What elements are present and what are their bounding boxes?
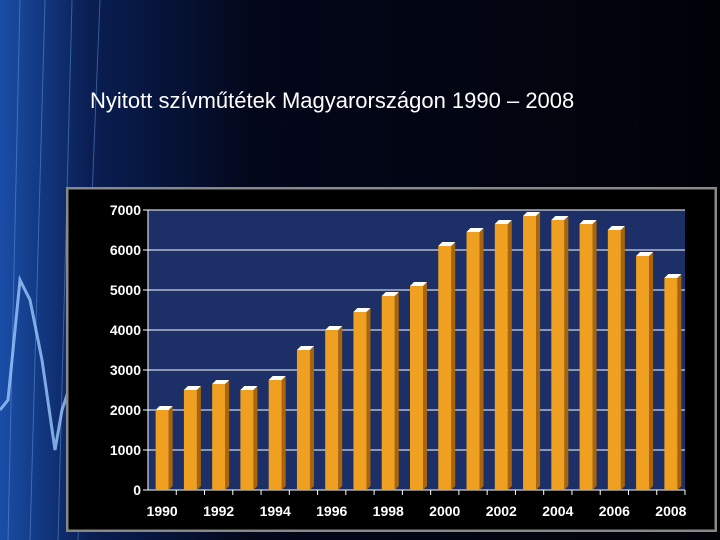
bar — [494, 224, 508, 490]
bar — [636, 256, 650, 490]
bar-side — [309, 346, 314, 490]
bar — [409, 286, 424, 490]
bar-top — [155, 406, 173, 410]
bar — [240, 390, 254, 490]
bar-top — [664, 274, 682, 278]
x-tick-label: 2006 — [599, 503, 630, 519]
bar-side — [423, 282, 428, 490]
bar — [551, 220, 565, 490]
bar-side — [507, 220, 512, 490]
x-tick-label: 1996 — [316, 503, 347, 519]
bar-side — [196, 386, 201, 490]
bar — [381, 296, 395, 490]
bar-top — [268, 376, 286, 380]
bar-side — [564, 216, 569, 490]
bar — [325, 330, 339, 490]
bar-side — [281, 376, 286, 490]
bar — [607, 230, 621, 490]
y-tick-label: 5000 — [110, 282, 141, 298]
y-tick-label: 1000 — [110, 442, 141, 458]
bar-top — [409, 282, 428, 286]
page-title: Nyitott szívműtétek Magyarországon 1990 … — [90, 88, 575, 113]
bar-side — [394, 292, 399, 490]
bar-side — [366, 308, 371, 490]
y-tick-label: 6000 — [110, 242, 141, 258]
x-tick-label: 2002 — [486, 503, 517, 519]
bar-side — [536, 212, 541, 490]
chart-frame: 0 1000 2000 3000 4000 5000 6000 7000 1990 1992 199… — [66, 187, 717, 532]
bar — [466, 232, 480, 490]
bar-top — [579, 220, 597, 224]
chart-border — [66, 187, 717, 532]
bar-side — [620, 226, 625, 490]
bar-top — [438, 242, 456, 246]
bar-top — [353, 308, 371, 312]
bar — [523, 216, 537, 490]
bar-side — [479, 228, 484, 490]
bar-top — [212, 380, 230, 384]
bar-side — [168, 406, 173, 490]
bar-top — [296, 346, 314, 350]
y-tick-label: 4000 — [110, 322, 141, 338]
bar-top — [636, 252, 654, 256]
bar-top — [607, 226, 625, 230]
bar — [353, 312, 367, 490]
y-tick-label: 0 — [133, 482, 141, 498]
y-tick-label: 2000 — [110, 402, 141, 418]
bar-top — [183, 386, 201, 390]
bar-chart: 0 1000 2000 3000 4000 5000 6000 7000 1990 1992 199… — [66, 187, 717, 532]
y-tick-label: 3000 — [110, 362, 141, 378]
bar — [183, 390, 197, 490]
x-tick-label: 2004 — [542, 503, 573, 519]
bar-side — [338, 326, 343, 490]
bar-side — [592, 220, 597, 490]
bar-top — [325, 326, 343, 330]
bar-top — [466, 228, 484, 232]
x-tick-label: 1990 — [147, 503, 178, 519]
bar — [296, 350, 310, 490]
bar-side — [451, 242, 456, 490]
bar-side — [225, 380, 230, 490]
bar — [438, 246, 452, 490]
bar — [664, 278, 678, 490]
bar — [155, 410, 169, 490]
y-tick-label: 7000 — [110, 202, 141, 218]
x-tick-label: 2000 — [429, 503, 460, 519]
bar-top — [551, 216, 569, 220]
bar — [579, 224, 593, 490]
x-tick-label: 1992 — [203, 503, 234, 519]
bar-top — [240, 386, 258, 390]
x-tick-label: 2008 — [655, 503, 686, 519]
bar-side — [677, 274, 682, 490]
bar-side — [253, 386, 258, 490]
bar-top — [381, 292, 399, 296]
bar-top — [523, 212, 541, 216]
bar-top — [494, 220, 512, 224]
x-tick-label: 1998 — [373, 503, 404, 519]
x-tick-label: 1994 — [260, 503, 291, 519]
bar — [268, 380, 282, 490]
bar — [212, 384, 226, 490]
bar-side — [649, 252, 654, 490]
